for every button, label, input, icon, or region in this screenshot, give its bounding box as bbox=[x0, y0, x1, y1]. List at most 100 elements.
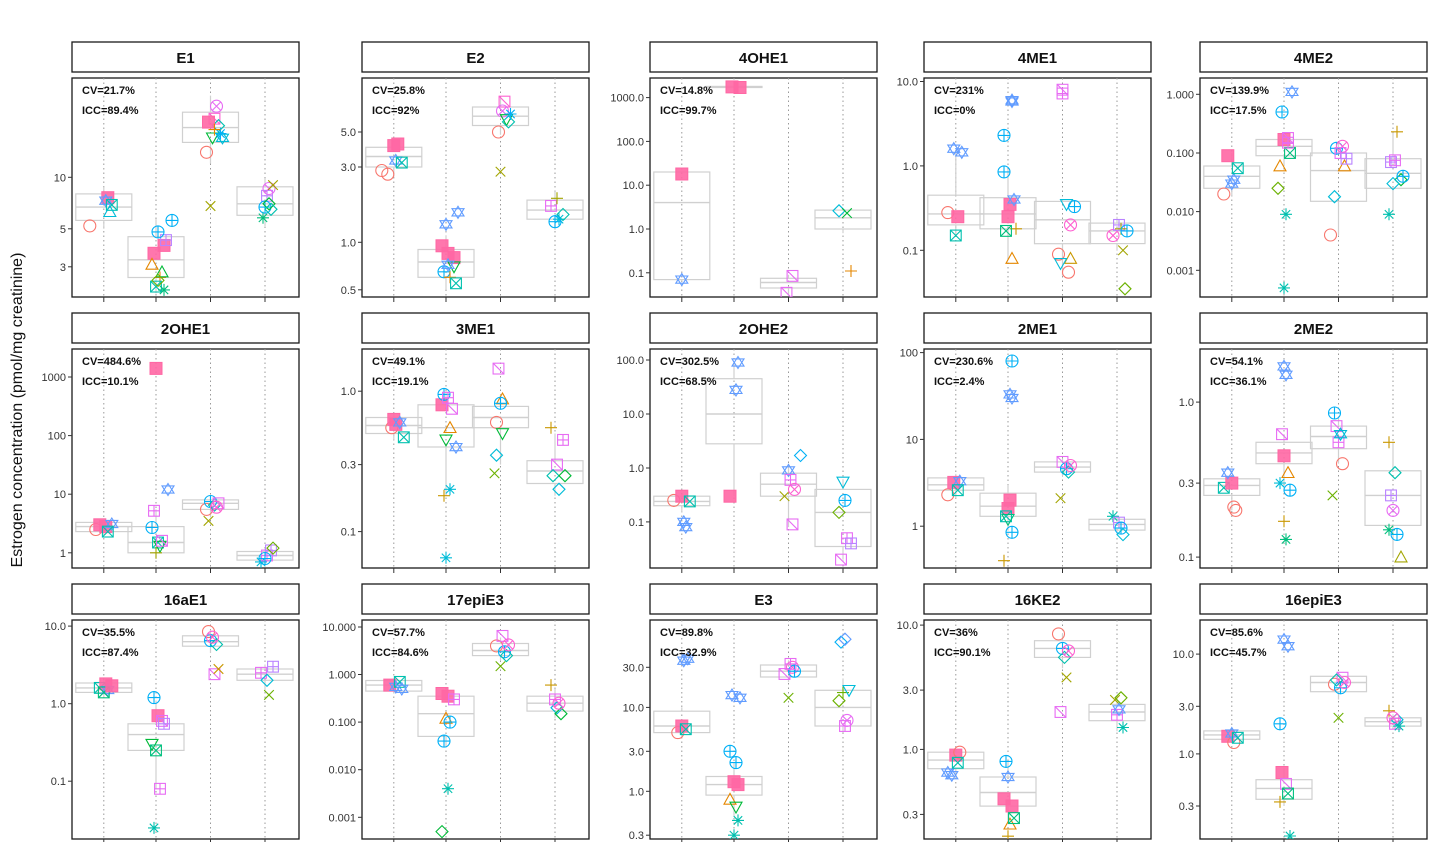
box bbox=[705, 362, 763, 497]
panel-frame bbox=[649, 77, 878, 298]
panel-title: 4ME1 bbox=[1018, 50, 1057, 67]
y-tick-label: 10 bbox=[906, 434, 918, 446]
data-point bbox=[1282, 136, 1294, 149]
data-point bbox=[147, 246, 161, 260]
data-point bbox=[783, 692, 794, 703]
y-tick-label: 0.1 bbox=[629, 517, 644, 529]
data-point bbox=[258, 200, 272, 214]
points bbox=[674, 80, 857, 297]
data-point bbox=[1010, 222, 1022, 235]
data-point bbox=[1282, 787, 1294, 800]
data-point bbox=[1120, 224, 1134, 238]
data-point bbox=[551, 458, 563, 471]
data-point bbox=[161, 482, 175, 497]
data-point bbox=[778, 668, 791, 680]
data-point bbox=[498, 95, 511, 108]
y-tick-label: 0.1 bbox=[341, 527, 356, 539]
data-point bbox=[731, 355, 745, 370]
y-tick-label: 10.0 bbox=[623, 409, 644, 421]
data-point bbox=[1054, 706, 1067, 718]
data-point bbox=[489, 468, 500, 479]
data-point bbox=[733, 690, 747, 705]
points bbox=[89, 361, 280, 568]
panel-header bbox=[361, 583, 590, 615]
data-point bbox=[208, 668, 221, 681]
data-point bbox=[731, 778, 745, 792]
data-point bbox=[1284, 830, 1296, 839]
data-point bbox=[437, 265, 451, 279]
y-tick-label: 10.0 bbox=[45, 621, 66, 633]
data-point bbox=[209, 637, 224, 652]
data-point bbox=[451, 205, 465, 220]
data-point bbox=[1001, 513, 1015, 527]
data-point bbox=[263, 689, 275, 701]
y-tick-label: 0.3 bbox=[629, 830, 644, 842]
data-point bbox=[444, 271, 456, 284]
points bbox=[375, 95, 570, 290]
data-point bbox=[1390, 527, 1404, 541]
data-point bbox=[784, 657, 797, 670]
data-point bbox=[1275, 766, 1289, 779]
data-point bbox=[1327, 490, 1338, 501]
data-point bbox=[1327, 189, 1342, 204]
data-point bbox=[1327, 406, 1342, 420]
data-point bbox=[1277, 449, 1291, 463]
y-tick-label: 100.0 bbox=[616, 136, 644, 148]
box bbox=[759, 463, 818, 528]
data-point bbox=[787, 664, 802, 678]
data-point bbox=[1383, 523, 1395, 536]
panel-frame bbox=[361, 77, 590, 298]
data-point bbox=[1275, 105, 1289, 119]
cv-annotation: CV=49.1% bbox=[372, 356, 425, 368]
data-point bbox=[156, 534, 168, 547]
data-point bbox=[674, 272, 689, 287]
points bbox=[941, 83, 1134, 296]
data-point bbox=[1005, 94, 1019, 109]
panel-3ME1: 3ME1 0.1 0.3 1.0 CV=49.1% ICC=19.1% bbox=[341, 312, 590, 573]
data-point bbox=[199, 145, 214, 159]
data-point bbox=[951, 756, 964, 769]
data-point bbox=[1224, 176, 1239, 191]
icc-annotation: ICC=10.1% bbox=[82, 376, 139, 388]
data-point bbox=[1386, 711, 1400, 725]
cv-annotation: CV=54.1% bbox=[1210, 356, 1263, 368]
cv-annotation: CV=484.6% bbox=[82, 356, 141, 368]
icc-annotation: ICC=45.7% bbox=[1210, 647, 1267, 659]
data-point bbox=[1107, 510, 1119, 523]
icc-annotation: ICC=36.1% bbox=[1210, 376, 1267, 388]
data-point bbox=[548, 215, 562, 229]
box bbox=[759, 274, 818, 296]
panel-16aE1: 16aE1 0.1 1.0 10.0 CV=35.5% ICC=87.4% bbox=[45, 583, 300, 842]
data-point bbox=[264, 202, 278, 217]
data-point bbox=[165, 213, 179, 227]
data-point bbox=[998, 554, 1010, 567]
data-point bbox=[1061, 465, 1076, 479]
data-point bbox=[1106, 228, 1120, 243]
data-point bbox=[1394, 549, 1408, 563]
y-tick-label: 3.0 bbox=[341, 162, 356, 174]
data-point bbox=[1061, 265, 1076, 279]
y-tick-label: 0.100 bbox=[328, 717, 356, 729]
data-point bbox=[151, 225, 165, 239]
data-point bbox=[999, 754, 1013, 768]
panel-frame bbox=[361, 619, 590, 840]
data-point bbox=[397, 431, 410, 444]
data-point bbox=[155, 264, 169, 278]
panel-title: 4OHE1 bbox=[739, 50, 788, 67]
data-point bbox=[676, 653, 691, 668]
y-tick-label: 0.100 bbox=[1166, 148, 1194, 160]
data-point bbox=[1285, 84, 1299, 99]
cv-annotation: CV=57.7% bbox=[372, 627, 425, 639]
points bbox=[941, 354, 1130, 567]
y-axis-label: Estrogen concentration (pmol/mg creatini… bbox=[9, 253, 26, 568]
icc-annotation: ICC=19.1% bbox=[372, 376, 429, 388]
data-point bbox=[780, 286, 793, 297]
points bbox=[667, 355, 857, 566]
y-tick-label: 0.1 bbox=[51, 776, 66, 788]
panel-title: 2ME2 bbox=[1294, 321, 1333, 338]
data-point bbox=[151, 273, 165, 288]
data-point bbox=[439, 711, 453, 724]
y-tick-label: 0.1 bbox=[903, 245, 918, 257]
panel-header bbox=[649, 583, 878, 615]
data-point bbox=[101, 525, 114, 538]
